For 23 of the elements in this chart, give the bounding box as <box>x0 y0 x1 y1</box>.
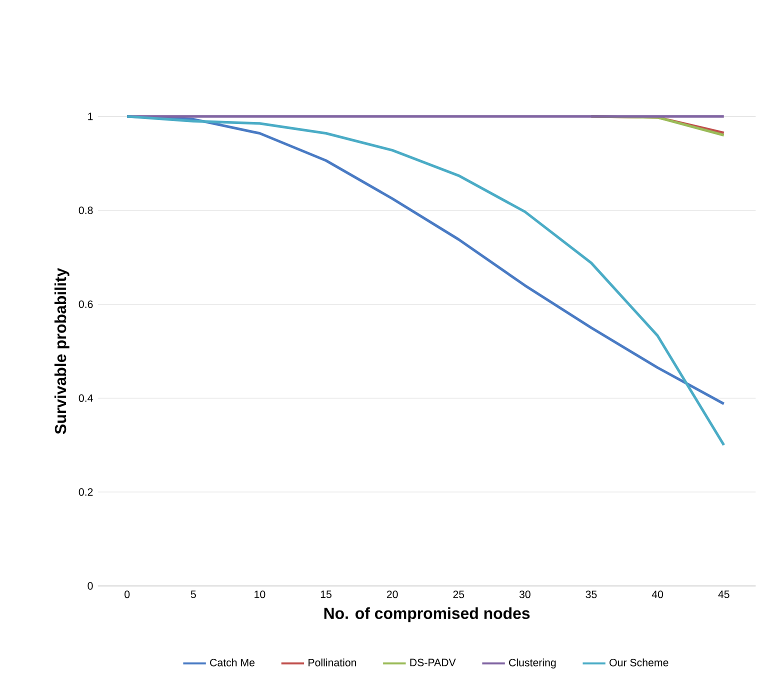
y-tick-label: 1 <box>88 112 93 120</box>
y-axis-title: Survivable probability <box>54 268 70 434</box>
y-tick-label: 0.8 <box>78 206 93 214</box>
x-tick-label: 35 <box>586 590 597 598</box>
y-tick-label: 0.2 <box>78 488 93 496</box>
x-tick-label: 0 <box>124 590 130 598</box>
x-tick-label: 5 <box>190 590 196 598</box>
legend-label: Clustering <box>509 658 556 668</box>
x-tick-label: 40 <box>652 590 664 598</box>
y-tick-label: 0.6 <box>78 300 93 308</box>
legend-label: Catch Me <box>210 658 255 666</box>
legend-label: DS-PADV <box>410 658 456 666</box>
y-tick-label: 0.4 <box>78 394 93 402</box>
x-tick-label: 10 <box>254 590 266 598</box>
x-tick-label: 30 <box>519 590 530 598</box>
x-tick-label: 20 <box>386 590 398 598</box>
x-axis-title: No. of compromised nodes <box>324 607 530 622</box>
legend-label: Pollination <box>308 658 356 666</box>
x-tick-label: 15 <box>320 590 332 598</box>
y-tick-label: 0 <box>88 582 93 590</box>
legend-label: Our Scheme <box>610 658 668 666</box>
x-tick-label: 45 <box>718 590 730 598</box>
x-tick-label: 25 <box>453 590 464 598</box>
